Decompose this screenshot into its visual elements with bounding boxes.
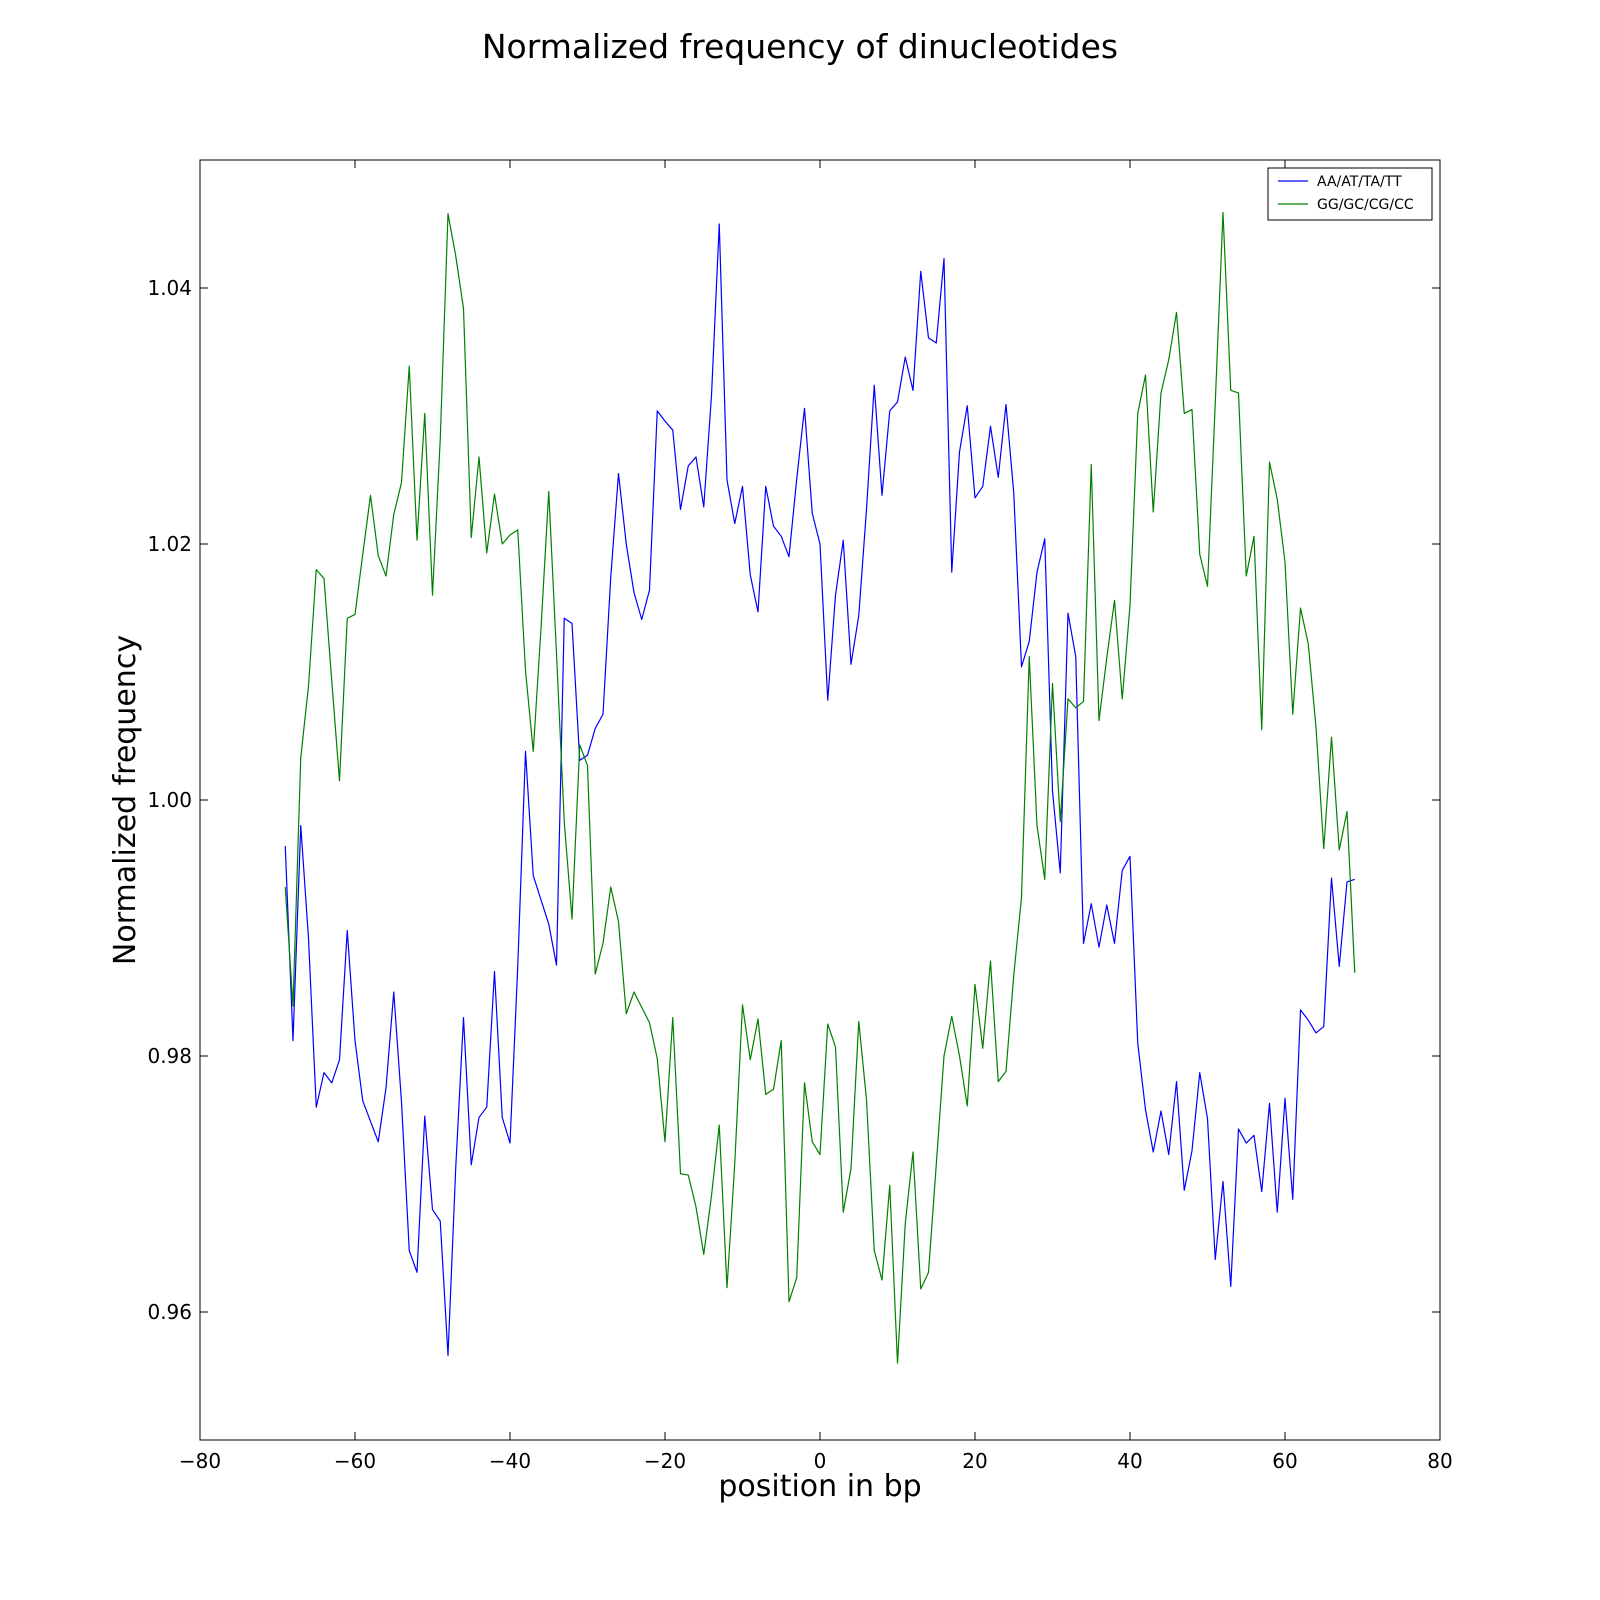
x-tick-label: −80 xyxy=(179,1449,221,1473)
legend-label-gg-gc-cg-cc: GG/GC/CG/CC xyxy=(1317,197,1414,213)
y-tick-label: 1.04 xyxy=(147,276,192,300)
legend-label-aa-at-ta-tt: AA/AT/TA/TT xyxy=(1317,174,1402,190)
plot-frame xyxy=(199,159,1441,1441)
x-tick-label: −40 xyxy=(489,1449,531,1473)
y-axis-label: Normalized frequency xyxy=(108,635,143,965)
x-tick-label: 80 xyxy=(1427,1449,1452,1473)
y-tick-label: 0.96 xyxy=(147,1300,192,1324)
plot-area: −80 −60 −40 −20 0 20 40 60 80 0.96 0.98 1.00 1.02 1.0… xyxy=(147,159,1453,1473)
series-line-aa-at-ta-tt xyxy=(284,223,1355,1357)
x-tick-label: 40 xyxy=(1117,1449,1142,1473)
y-tick-label: 1.00 xyxy=(147,788,192,812)
legend: AA/AT/TA/TT GG/GC/CG/CC xyxy=(1267,167,1433,221)
y-tick-label: 1.02 xyxy=(147,532,192,556)
x-tick-label: −20 xyxy=(644,1449,686,1473)
chart-title: Normalized frequency of dinucleotides xyxy=(482,27,1118,66)
series-lines xyxy=(284,211,1356,1364)
x-axis-label: position in bp xyxy=(718,1469,921,1504)
y-tick-label: 0.98 xyxy=(147,1044,192,1068)
x-tick-label: −60 xyxy=(334,1449,376,1473)
x-tick-label: 60 xyxy=(1272,1449,1297,1473)
axis-ticks: −80 −60 −40 −20 0 20 40 60 80 0.96 0.98 1.00 1.02 1.0… xyxy=(147,160,1453,1473)
x-tick-label: 0 xyxy=(814,1449,827,1473)
legend-box xyxy=(1267,167,1433,221)
series-line-gg-gc-cg-cc xyxy=(284,211,1356,1364)
x-tick-label: 20 xyxy=(962,1449,987,1473)
